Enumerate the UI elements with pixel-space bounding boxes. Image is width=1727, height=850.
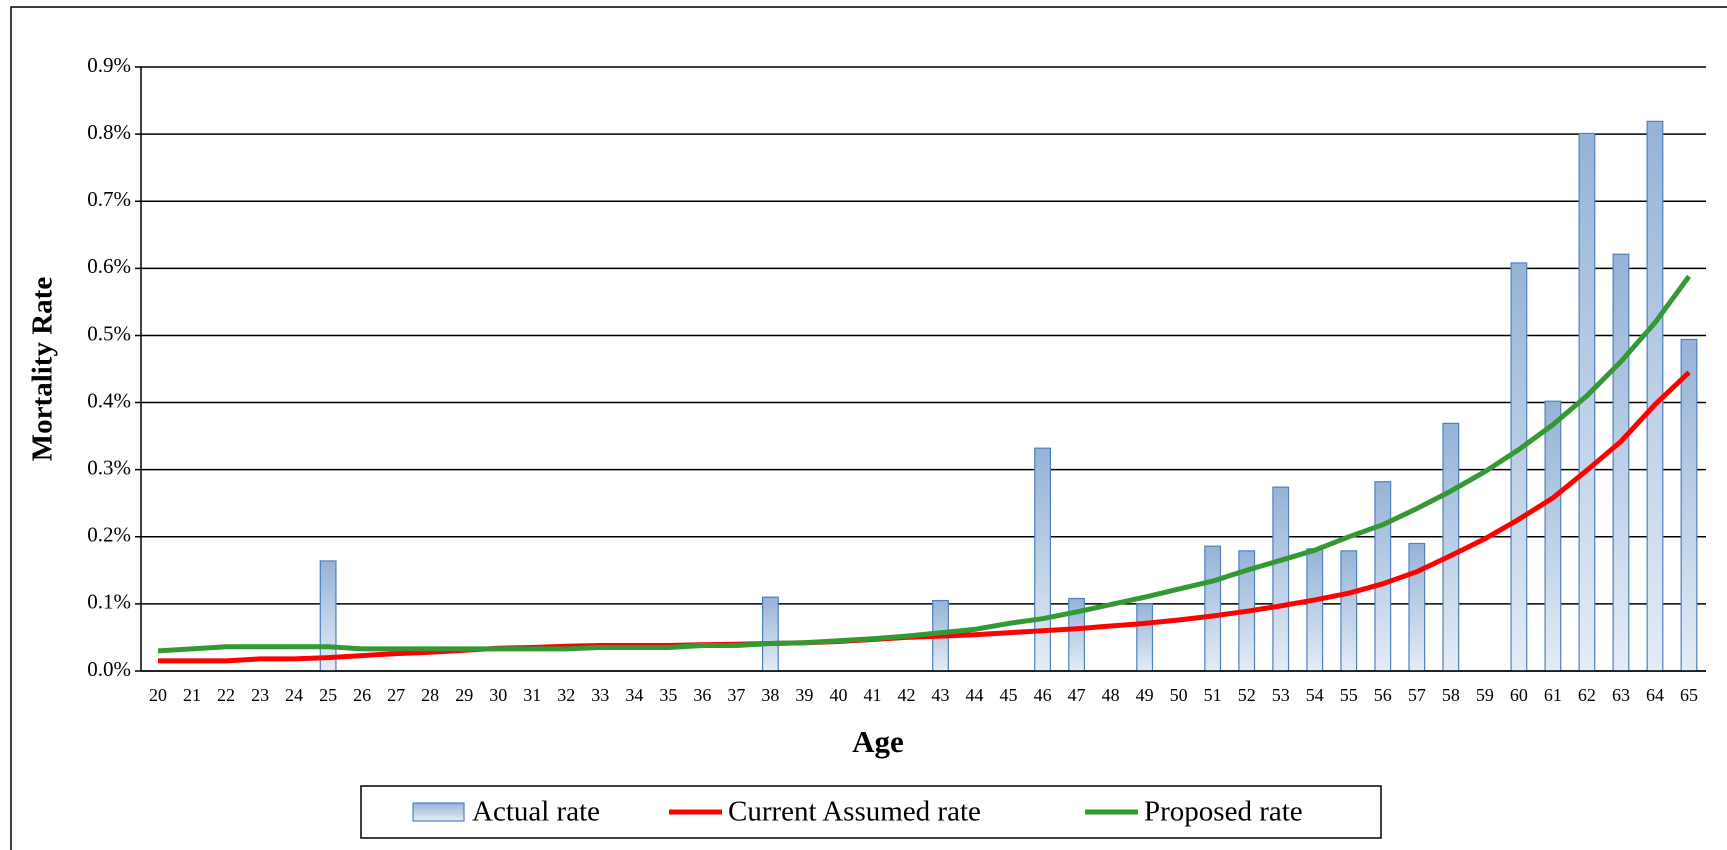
y-tick-label: 0.4% — [87, 388, 131, 412]
x-tick-label: 42 — [897, 685, 915, 705]
x-tick-label: 22 — [217, 685, 235, 705]
x-tick-label: 51 — [1204, 685, 1222, 705]
x-tick-label: 33 — [591, 685, 609, 705]
bar — [1544, 400, 1562, 672]
x-tick-label: 61 — [1544, 685, 1562, 705]
bar — [1306, 548, 1324, 672]
bar — [1374, 481, 1392, 672]
x-tick-label: 53 — [1272, 685, 1290, 705]
x-tick-label: 44 — [966, 685, 984, 705]
legend-label: Actual rate — [472, 796, 600, 828]
x-tick-label: 57 — [1408, 685, 1426, 705]
line — [158, 370, 1691, 664]
legend-label: Current Assumed rate — [728, 796, 981, 828]
x-tick-label: 48 — [1102, 685, 1120, 705]
x-tick-label: 31 — [523, 685, 541, 705]
x-tick-label: 60 — [1510, 685, 1528, 705]
x-axis-title: Age — [852, 724, 904, 759]
x-tick-label: 21 — [183, 685, 201, 705]
bar — [761, 596, 779, 672]
x-tick-label: 50 — [1170, 685, 1188, 705]
y-tick-label: 0.7% — [87, 187, 131, 211]
y-tick-label: 0.6% — [87, 254, 131, 278]
y-tick-label: 0.8% — [87, 120, 131, 144]
x-tick-label: 30 — [489, 685, 507, 705]
bar — [1442, 422, 1460, 672]
bar — [1340, 550, 1358, 672]
x-tick-label: 65 — [1680, 685, 1698, 705]
x-tick-label: 35 — [659, 685, 677, 705]
x-tick-label: 55 — [1340, 685, 1358, 705]
x-tick-label: 47 — [1068, 685, 1086, 705]
y-tick-label: 0.1% — [87, 590, 131, 614]
line — [157, 274, 1692, 654]
x-tick-label: 39 — [795, 685, 813, 705]
legend-swatch — [412, 802, 465, 822]
x-tick-label: 27 — [387, 685, 405, 705]
bar — [1204, 545, 1222, 672]
x-tick-label: 25 — [319, 685, 337, 705]
y-tick-label: 0.0% — [87, 657, 131, 681]
chart-frame — [10, 6, 1727, 850]
legend-box — [360, 785, 1382, 839]
y-tick-label: 0.5% — [87, 321, 131, 345]
x-tick-label: 29 — [455, 685, 473, 705]
bar — [1272, 486, 1290, 672]
x-tick-label: 56 — [1374, 685, 1392, 705]
x-tick-label: 20 — [149, 685, 167, 705]
x-tick-label: 36 — [693, 685, 711, 705]
x-tick-label: 24 — [285, 685, 303, 705]
x-tick-label: 46 — [1034, 685, 1052, 705]
x-tick-label: 43 — [932, 685, 950, 705]
x-tick-label: 34 — [625, 685, 643, 705]
x-tick-label: 62 — [1578, 685, 1596, 705]
x-tick-label: 64 — [1646, 685, 1664, 705]
bar — [1510, 262, 1528, 672]
x-tick-label: 32 — [557, 685, 575, 705]
x-tick-label: 52 — [1238, 685, 1256, 705]
x-tick-label: 59 — [1476, 685, 1494, 705]
x-tick-label: 54 — [1306, 685, 1324, 705]
bar — [1136, 603, 1154, 672]
x-tick-label: 26 — [353, 685, 371, 705]
x-tick-label: 49 — [1136, 685, 1154, 705]
x-tick-label: 45 — [1000, 685, 1018, 705]
x-tick-label: 23 — [251, 685, 269, 705]
x-tick-label: 40 — [829, 685, 847, 705]
y-tick-label: 0.3% — [87, 455, 131, 479]
x-tick-label: 63 — [1612, 685, 1630, 705]
y-tick-label: 0.9% — [87, 53, 131, 77]
bar — [1408, 542, 1426, 672]
bar — [1680, 338, 1698, 672]
y-tick-label: 0.2% — [87, 523, 131, 547]
bar — [319, 560, 337, 672]
x-tick-label: 58 — [1442, 685, 1460, 705]
x-tick-label: 38 — [761, 685, 779, 705]
x-tick-label: 37 — [727, 685, 745, 705]
x-tick-label: 28 — [421, 685, 439, 705]
legend-label: Proposed rate — [1144, 796, 1303, 828]
x-tick-label: 41 — [863, 685, 881, 705]
bar — [1034, 447, 1052, 672]
bar — [1612, 253, 1630, 672]
y-axis-title: Mortality Rate — [27, 277, 59, 462]
